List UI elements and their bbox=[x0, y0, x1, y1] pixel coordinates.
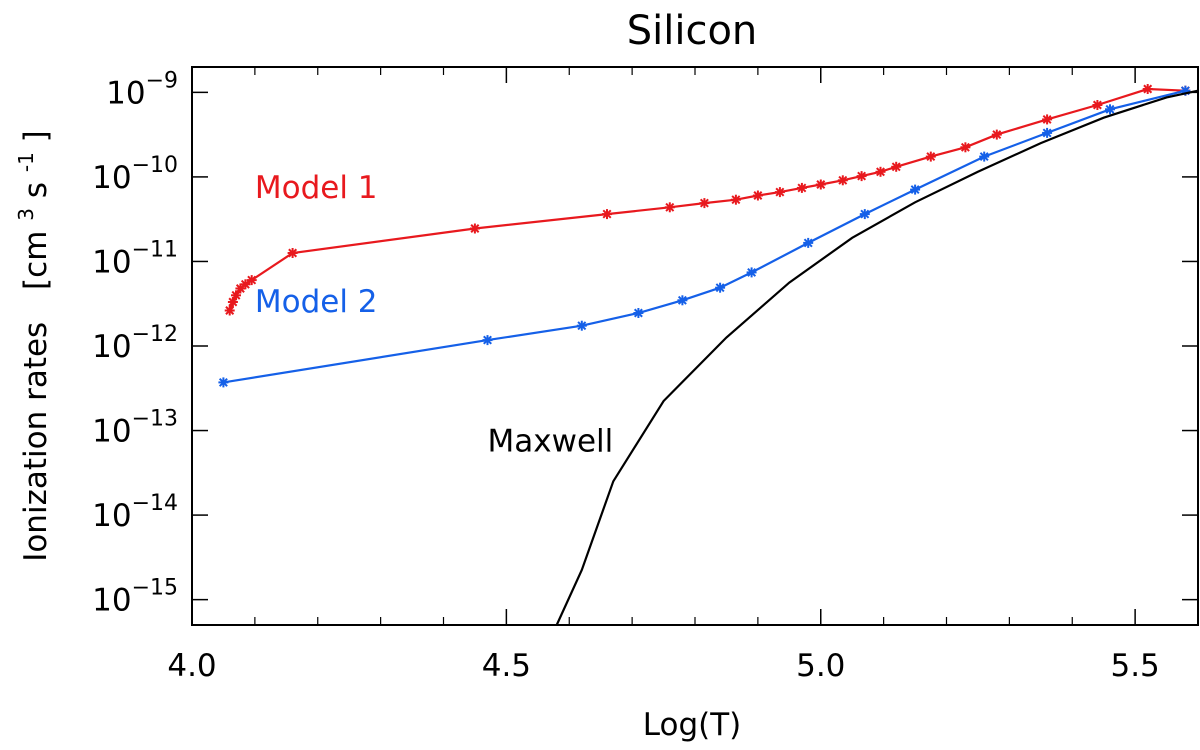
data-point-model-1 bbox=[815, 179, 826, 190]
data-point-model-1 bbox=[796, 182, 807, 193]
svg-text:Ionization rates [cm: Ionization rates [cm 3 s -1 ] bbox=[5, 130, 54, 562]
data-point-model-1 bbox=[246, 275, 257, 286]
data-point-model-2 bbox=[218, 377, 229, 388]
plot-frame bbox=[191, 66, 1199, 626]
data-point-model-1 bbox=[699, 198, 710, 209]
series-maxwell bbox=[555, 89, 1199, 626]
data-point-model-1 bbox=[231, 290, 241, 301]
series-label-model-1: Model 1 bbox=[255, 170, 378, 206]
data-point-model-2 bbox=[715, 282, 726, 293]
y-tick-label: 10−15 bbox=[92, 576, 178, 619]
y-axis-label-units-end: ] bbox=[18, 130, 54, 142]
series-model-2 bbox=[218, 85, 1191, 388]
y-tick-label: 10−11 bbox=[92, 237, 178, 280]
data-point-model-1 bbox=[602, 209, 612, 220]
data-point-model-1 bbox=[837, 175, 848, 186]
data-point-model-2 bbox=[979, 151, 990, 162]
x-tick-label: 5.5 bbox=[1110, 648, 1159, 684]
data-point-model-1 bbox=[287, 248, 298, 258]
series-label-maxwell: Maxwell bbox=[488, 424, 614, 460]
series-layer bbox=[218, 84, 1199, 626]
data-point-model-1 bbox=[752, 190, 763, 201]
data-point-model-1 bbox=[891, 161, 902, 172]
data-point-model-1 bbox=[991, 129, 1002, 140]
y-axis-label-units-mid: s bbox=[18, 182, 54, 198]
ticks: 4.0 4.5 5.0 5.5 10−9 10−10 10−11 10−12 10−13 10−1… bbox=[92, 67, 1199, 684]
data-point-model-1 bbox=[856, 171, 867, 182]
annotations: Model 1 Model 2 Maxwell bbox=[255, 170, 613, 460]
data-point-model-2 bbox=[1042, 127, 1053, 138]
data-point-model-1 bbox=[224, 305, 235, 316]
data-point-model-1 bbox=[730, 194, 741, 205]
y-axis-label-exp1: 3 bbox=[14, 208, 38, 221]
data-point-model-2 bbox=[633, 308, 644, 318]
data-point-model-2 bbox=[1105, 104, 1115, 115]
data-point-model-2 bbox=[859, 209, 870, 220]
y-axis-label-text: Ionization rates bbox=[18, 322, 54, 562]
data-point-model-2 bbox=[803, 237, 814, 248]
series-label-model-2: Model 2 bbox=[255, 284, 378, 320]
y-tick-label: 10−9 bbox=[106, 68, 178, 111]
data-point-model-2 bbox=[576, 320, 587, 331]
x-tick-label: 4.0 bbox=[167, 648, 216, 684]
data-point-model-1 bbox=[1142, 84, 1153, 94]
chart-title: Silicon bbox=[627, 8, 758, 54]
series-line-maxwell bbox=[555, 89, 1199, 626]
data-point-model-1 bbox=[1092, 100, 1103, 110]
data-point-model-1 bbox=[774, 187, 785, 198]
data-point-model-1 bbox=[960, 142, 971, 153]
y-axis-label-exp2: -1 bbox=[14, 152, 38, 172]
x-tick-label: 4.5 bbox=[482, 648, 531, 684]
data-point-model-2 bbox=[482, 335, 493, 346]
data-point-model-1 bbox=[664, 202, 675, 213]
data-point-model-1 bbox=[469, 223, 480, 234]
data-point-model-1 bbox=[925, 151, 936, 162]
data-point-model-2 bbox=[910, 184, 921, 195]
y-axis-label-units: [cm bbox=[18, 231, 54, 290]
series-line-model-2 bbox=[223, 89, 1186, 384]
data-point-model-2 bbox=[746, 267, 757, 278]
data-point-model-1 bbox=[1042, 114, 1053, 125]
data-point-model-1 bbox=[240, 279, 251, 290]
y-tick-label: 10−13 bbox=[92, 407, 178, 450]
x-axis-label: Log(T) bbox=[643, 707, 742, 743]
x-tick-label: 5.0 bbox=[796, 648, 845, 684]
y-tick-label: 10−14 bbox=[92, 491, 178, 534]
series-model-1 bbox=[224, 84, 1191, 316]
data-point-model-2 bbox=[677, 295, 688, 306]
y-axis-label: Ionization rates [cm 3 s -1 ] bbox=[5, 130, 54, 562]
data-point-model-1 bbox=[875, 166, 886, 177]
y-tick-label: 10−10 bbox=[92, 153, 178, 196]
y-tick-label: 10−12 bbox=[92, 322, 178, 365]
